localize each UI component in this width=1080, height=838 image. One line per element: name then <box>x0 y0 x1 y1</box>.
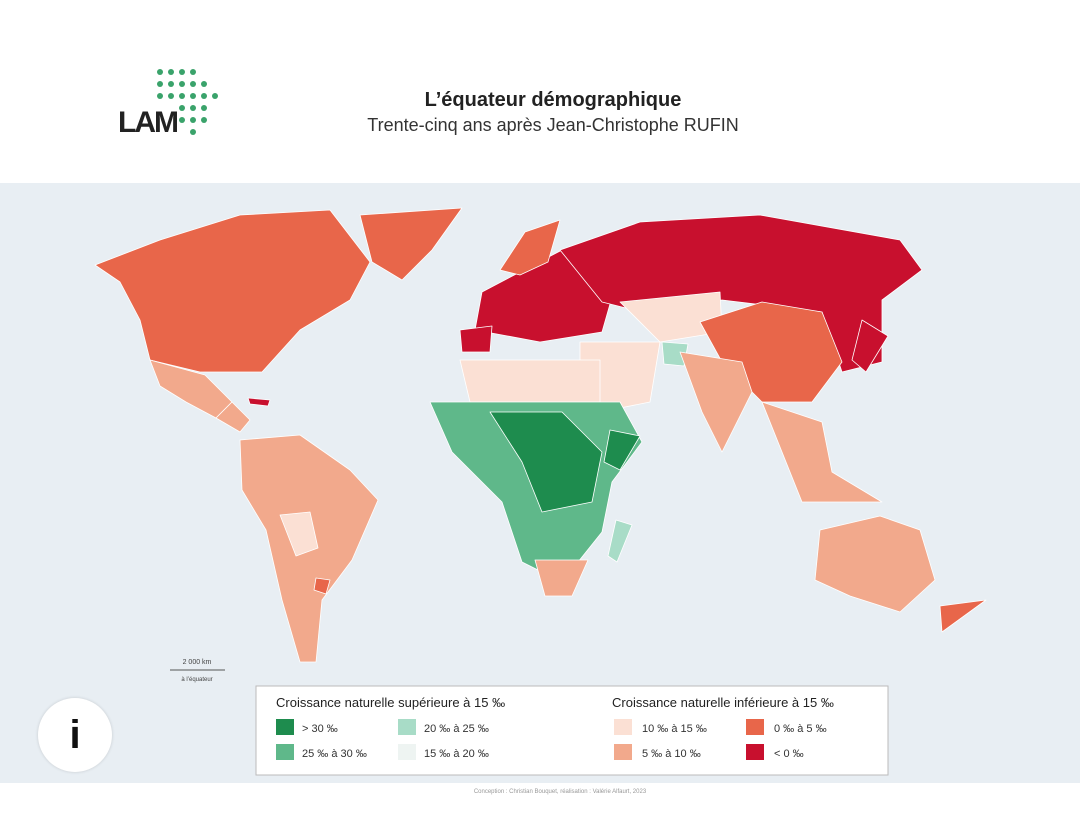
info-button[interactable]: i <box>38 698 112 772</box>
legend-label: > 30 ‰ <box>302 723 338 735</box>
legend-label: 10 ‰ à 15 ‰ <box>642 723 707 735</box>
bolivia-paraguay <box>279 511 319 557</box>
north-africa <box>459 359 601 403</box>
southeast-asia <box>761 401 883 503</box>
madagascar <box>607 519 633 563</box>
logo: LAM <box>118 69 218 139</box>
afghanistan <box>661 341 689 367</box>
logo-dots <box>157 69 218 135</box>
legend-swatch <box>398 744 416 760</box>
uruguay <box>313 577 331 595</box>
new-zealand <box>939 599 987 633</box>
legend-swatch <box>746 719 764 735</box>
japan <box>851 319 889 373</box>
north-america <box>94 209 371 373</box>
title: L’équateur démographique <box>425 89 682 111</box>
legend-swatch <box>746 744 764 760</box>
legend-label: 25 ‰ à 30 ‰ <box>302 748 367 760</box>
caribbean <box>247 397 271 407</box>
legend-label: < 0 ‰ <box>774 748 804 760</box>
legend: Croissance naturelle supérieure à 15 ‰ C… <box>255 685 889 776</box>
legend-swatch <box>614 744 632 760</box>
legend-swatch <box>276 744 294 760</box>
legend-box <box>255 685 889 776</box>
map <box>94 207 987 663</box>
iberia <box>459 325 493 353</box>
legend-swatch <box>276 719 294 735</box>
scale-distance: 2 000 km <box>183 659 212 666</box>
legend-label: 20 ‰ à 25 ‰ <box>424 723 489 735</box>
southern-africa <box>534 559 589 597</box>
subtitle: Trente-cinq ans après Jean-Christophe RU… <box>367 115 739 135</box>
logo-text: LAM <box>118 106 177 139</box>
legend-swatch <box>614 719 632 735</box>
legend-label: 15 ‰ à 20 ‰ <box>424 748 489 760</box>
east-africa-horn <box>603 429 641 471</box>
legend-group-title: Croissance naturelle inférieure à 15 ‰ <box>612 695 834 710</box>
scale-note: à l’équateur <box>181 677 212 683</box>
central-africa <box>489 411 603 513</box>
india <box>679 351 753 453</box>
greenland <box>359 207 463 281</box>
legend-swatch <box>398 719 416 735</box>
scandinavia <box>499 219 561 276</box>
central-america <box>215 401 251 433</box>
legend-label: 0 ‰ à 5 ‰ <box>774 723 827 735</box>
legend-group-title: Croissance naturelle supérieure à 15 ‰ <box>276 695 505 710</box>
legend-label: 5 ‰ à 10 ‰ <box>642 748 701 760</box>
credit: Conception : Christian Bouquet, réalisat… <box>474 789 647 795</box>
australia <box>814 515 936 613</box>
